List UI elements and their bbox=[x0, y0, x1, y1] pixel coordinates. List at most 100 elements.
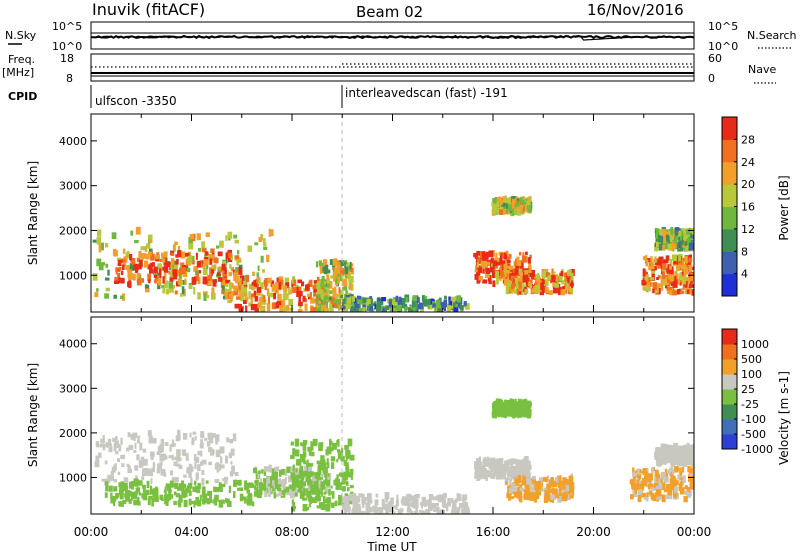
echo-cell bbox=[525, 412, 530, 418]
echo-cell bbox=[316, 505, 321, 509]
echo-cell bbox=[289, 307, 294, 311]
echo-cell bbox=[171, 494, 174, 499]
echo-cell bbox=[341, 279, 345, 286]
echo-cell bbox=[341, 298, 346, 304]
echo-cell bbox=[654, 256, 657, 263]
echo-cell bbox=[286, 304, 290, 311]
echo-cell bbox=[316, 286, 321, 295]
echo-cell bbox=[493, 262, 498, 266]
echo-cell bbox=[313, 481, 319, 485]
echo-cell bbox=[243, 300, 247, 304]
echo-cell bbox=[263, 242, 267, 247]
echo-cell bbox=[651, 270, 655, 274]
echo-cell bbox=[568, 475, 574, 484]
echo-cell bbox=[332, 297, 338, 301]
echo-cell bbox=[258, 487, 263, 495]
echo-cell bbox=[138, 274, 142, 282]
echo-cell bbox=[180, 251, 186, 259]
echo-cell bbox=[674, 466, 679, 473]
echo-cell bbox=[292, 448, 296, 456]
echo-cell bbox=[534, 494, 540, 499]
echo-cell bbox=[289, 492, 293, 497]
echo-cell bbox=[303, 465, 307, 473]
echo-cell bbox=[212, 499, 216, 504]
echo-cell bbox=[504, 399, 507, 405]
echo-cell bbox=[503, 279, 508, 286]
echo-cell bbox=[452, 503, 457, 509]
echo-cell bbox=[500, 408, 504, 413]
echo-cell bbox=[294, 449, 300, 457]
echo-cell bbox=[656, 455, 661, 463]
echo-cell bbox=[214, 487, 220, 493]
echo-cell bbox=[120, 454, 125, 460]
colorbar-tick-label: 8 bbox=[741, 245, 748, 258]
echo-cell bbox=[682, 268, 685, 275]
echo-cell bbox=[267, 491, 272, 497]
echo-cell bbox=[263, 282, 268, 287]
echo-cell bbox=[541, 280, 545, 284]
echo-cell bbox=[521, 410, 525, 416]
echo-cell bbox=[680, 230, 684, 236]
echo-cell bbox=[118, 482, 121, 488]
echo-cell bbox=[346, 266, 351, 271]
y-tick-label: 4000 bbox=[59, 338, 87, 351]
echo-cell bbox=[349, 268, 353, 272]
echo-cell bbox=[689, 272, 694, 277]
echo-cell bbox=[349, 468, 354, 476]
echo-cell bbox=[114, 277, 119, 284]
echo-cell bbox=[157, 463, 162, 470]
echo-cell bbox=[352, 508, 357, 514]
echo-cell bbox=[286, 282, 290, 286]
echo-cell bbox=[505, 286, 510, 295]
echo-cell bbox=[550, 494, 556, 500]
echo-region-7 bbox=[491, 195, 533, 217]
echo-cell bbox=[536, 484, 542, 491]
echo-cell bbox=[487, 275, 492, 282]
echo-cell bbox=[559, 475, 562, 483]
echo-cell bbox=[183, 474, 187, 478]
echo-cell bbox=[488, 470, 493, 477]
echo-cell bbox=[209, 258, 213, 265]
echo-cell bbox=[396, 304, 401, 311]
echo-cell bbox=[490, 266, 494, 273]
echo-cell bbox=[637, 474, 642, 479]
echo-cell bbox=[344, 444, 349, 450]
echo-cell bbox=[113, 479, 117, 483]
echo-cell bbox=[224, 266, 227, 274]
echo-cell bbox=[288, 475, 293, 483]
echo-cell bbox=[690, 274, 694, 282]
echo-cell bbox=[344, 266, 348, 275]
echo-cell bbox=[228, 438, 233, 443]
echo-cell bbox=[525, 406, 530, 411]
echo-cell bbox=[427, 304, 430, 309]
echo-cell bbox=[567, 276, 570, 283]
echo-cell bbox=[263, 480, 266, 489]
echo-cell bbox=[424, 296, 428, 302]
echo-cell bbox=[645, 259, 649, 267]
echo-cell bbox=[148, 279, 151, 284]
echo-cell bbox=[507, 210, 510, 215]
echo-cell bbox=[197, 500, 201, 507]
echo-cell bbox=[674, 236, 678, 241]
echo-cell bbox=[566, 283, 571, 291]
echo-cell bbox=[276, 466, 280, 471]
echo-cell bbox=[238, 479, 242, 486]
echo-cell bbox=[650, 494, 654, 500]
echo-cell bbox=[181, 286, 185, 295]
echo-cell bbox=[488, 463, 493, 470]
echo-cell bbox=[505, 273, 510, 277]
echo-cell bbox=[655, 474, 661, 482]
echo-cell bbox=[302, 451, 307, 458]
echo-cell bbox=[485, 251, 489, 259]
echo-cell bbox=[346, 487, 350, 492]
echo-cell bbox=[227, 288, 232, 292]
echo-cell bbox=[676, 273, 679, 280]
echo-cell bbox=[638, 489, 643, 494]
echo-cell bbox=[165, 288, 170, 295]
echo-cell bbox=[209, 267, 212, 275]
echo-cell bbox=[660, 275, 665, 284]
echo-cell bbox=[165, 499, 169, 506]
echo-cell bbox=[230, 266, 234, 272]
echo-cell bbox=[536, 280, 542, 289]
time-tick-label: 20:00 bbox=[576, 525, 611, 539]
